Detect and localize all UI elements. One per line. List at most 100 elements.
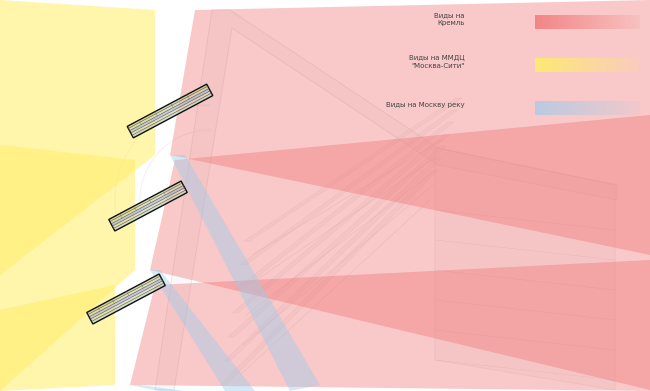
FancyBboxPatch shape — [132, 93, 213, 138]
Polygon shape — [240, 110, 458, 265]
FancyBboxPatch shape — [623, 101, 625, 115]
FancyBboxPatch shape — [560, 15, 562, 29]
FancyBboxPatch shape — [619, 58, 621, 72]
FancyBboxPatch shape — [598, 15, 600, 29]
FancyBboxPatch shape — [594, 58, 596, 72]
FancyBboxPatch shape — [621, 15, 623, 29]
Polygon shape — [150, 270, 255, 391]
FancyBboxPatch shape — [571, 58, 573, 72]
FancyBboxPatch shape — [564, 101, 567, 115]
FancyBboxPatch shape — [634, 58, 636, 72]
FancyBboxPatch shape — [634, 15, 636, 29]
FancyBboxPatch shape — [588, 15, 590, 29]
FancyBboxPatch shape — [114, 190, 187, 231]
FancyBboxPatch shape — [600, 101, 602, 115]
FancyBboxPatch shape — [543, 58, 545, 72]
Polygon shape — [220, 170, 438, 385]
FancyBboxPatch shape — [86, 274, 161, 315]
FancyBboxPatch shape — [590, 58, 592, 72]
FancyBboxPatch shape — [583, 101, 586, 115]
FancyBboxPatch shape — [600, 15, 602, 29]
FancyBboxPatch shape — [581, 101, 583, 115]
FancyBboxPatch shape — [588, 58, 590, 72]
Text: Виды на ММДЦ
"Москва-Сити": Виды на ММДЦ "Москва-Сити" — [410, 55, 465, 69]
FancyBboxPatch shape — [545, 15, 547, 29]
Polygon shape — [0, 285, 115, 391]
FancyBboxPatch shape — [579, 15, 581, 29]
FancyBboxPatch shape — [547, 15, 550, 29]
FancyBboxPatch shape — [594, 101, 596, 115]
FancyBboxPatch shape — [610, 101, 613, 115]
FancyBboxPatch shape — [562, 15, 564, 29]
FancyBboxPatch shape — [573, 15, 575, 29]
FancyBboxPatch shape — [627, 58, 629, 72]
FancyBboxPatch shape — [638, 15, 640, 29]
FancyBboxPatch shape — [540, 15, 541, 29]
Polygon shape — [232, 134, 450, 313]
FancyBboxPatch shape — [567, 58, 569, 72]
Polygon shape — [435, 148, 615, 390]
FancyBboxPatch shape — [535, 15, 537, 29]
FancyBboxPatch shape — [606, 101, 608, 115]
FancyBboxPatch shape — [615, 101, 617, 115]
FancyBboxPatch shape — [567, 101, 569, 115]
FancyBboxPatch shape — [636, 101, 638, 115]
FancyBboxPatch shape — [110, 183, 183, 224]
FancyBboxPatch shape — [590, 15, 592, 29]
FancyBboxPatch shape — [567, 15, 569, 29]
FancyBboxPatch shape — [602, 101, 604, 115]
FancyBboxPatch shape — [547, 101, 550, 115]
FancyBboxPatch shape — [577, 15, 579, 29]
FancyBboxPatch shape — [577, 101, 579, 115]
FancyBboxPatch shape — [613, 15, 615, 29]
FancyBboxPatch shape — [571, 101, 573, 115]
FancyBboxPatch shape — [613, 101, 615, 115]
FancyBboxPatch shape — [111, 185, 185, 226]
FancyBboxPatch shape — [579, 58, 581, 72]
FancyBboxPatch shape — [592, 15, 594, 29]
FancyBboxPatch shape — [127, 84, 208, 129]
FancyBboxPatch shape — [629, 58, 632, 72]
Text: Виды на
Кремль: Виды на Кремль — [434, 12, 465, 26]
Polygon shape — [236, 122, 454, 289]
FancyBboxPatch shape — [625, 101, 627, 115]
FancyBboxPatch shape — [556, 101, 558, 115]
FancyBboxPatch shape — [602, 58, 604, 72]
Polygon shape — [170, 155, 320, 391]
FancyBboxPatch shape — [604, 58, 606, 72]
FancyBboxPatch shape — [535, 58, 537, 72]
Polygon shape — [228, 146, 446, 337]
FancyBboxPatch shape — [558, 15, 560, 29]
FancyBboxPatch shape — [583, 15, 586, 29]
FancyBboxPatch shape — [596, 15, 598, 29]
FancyBboxPatch shape — [537, 58, 540, 72]
Polygon shape — [170, 0, 650, 255]
FancyBboxPatch shape — [604, 15, 606, 29]
FancyBboxPatch shape — [636, 58, 638, 72]
FancyBboxPatch shape — [573, 58, 575, 72]
FancyBboxPatch shape — [592, 101, 594, 115]
FancyBboxPatch shape — [586, 101, 588, 115]
FancyBboxPatch shape — [608, 15, 610, 29]
FancyBboxPatch shape — [562, 101, 564, 115]
FancyBboxPatch shape — [558, 101, 560, 115]
Polygon shape — [150, 115, 650, 390]
FancyBboxPatch shape — [617, 58, 619, 72]
FancyBboxPatch shape — [537, 101, 540, 115]
FancyBboxPatch shape — [540, 58, 541, 72]
FancyBboxPatch shape — [575, 15, 577, 29]
FancyBboxPatch shape — [554, 101, 556, 115]
Polygon shape — [224, 158, 442, 361]
FancyBboxPatch shape — [581, 58, 583, 72]
Polygon shape — [0, 0, 155, 275]
FancyBboxPatch shape — [586, 58, 588, 72]
FancyBboxPatch shape — [606, 15, 608, 29]
FancyBboxPatch shape — [550, 58, 552, 72]
FancyBboxPatch shape — [556, 58, 558, 72]
FancyBboxPatch shape — [586, 15, 588, 29]
Polygon shape — [130, 260, 650, 391]
FancyBboxPatch shape — [564, 15, 567, 29]
FancyBboxPatch shape — [627, 101, 629, 115]
FancyBboxPatch shape — [575, 58, 577, 72]
FancyBboxPatch shape — [615, 58, 617, 72]
